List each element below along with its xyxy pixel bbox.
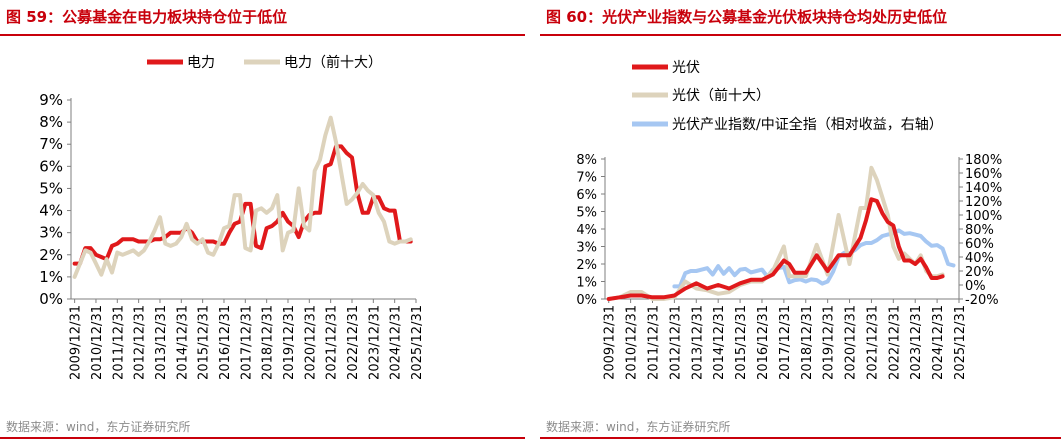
right-y2-tick-label: 120% (965, 195, 1002, 210)
right-series-line-2 (606, 165, 945, 301)
right-x-tick-label: 2019/12/31 (822, 305, 837, 380)
left-bottom-rule (0, 437, 525, 439)
left-x-tick-label: 2022/12/31 (346, 305, 361, 380)
left-y-tick-label: 1% (39, 268, 63, 286)
left-x-tick-label: 2014/12/31 (175, 305, 190, 380)
right-legend-label-2: 光伏（前十大） (672, 87, 770, 104)
left-x-tick-label: 2015/12/31 (197, 305, 212, 380)
right-series-line-3 (672, 228, 956, 289)
right-y-tick-label: 7% (576, 171, 597, 186)
right-x-tick-label: 2018/12/31 (800, 305, 815, 380)
left-legend-label-1: 电力 (187, 55, 215, 71)
right-x-tick-label: 2021/12/31 (865, 305, 880, 380)
left-source-note: 数据来源：wind，东方证券研究所 (6, 420, 191, 434)
left-x-tick-label: 2018/12/31 (261, 305, 276, 380)
right-y-tick-label: 5% (576, 206, 597, 221)
left-x-tick-label: 2016/12/31 (218, 305, 233, 380)
left-y-tick-label: 8% (39, 113, 63, 131)
right-figure-title: 图 60：光伏产业指数与公募基金光伏板块持仓均处历史低位 (546, 8, 948, 26)
right-x-tick-label: 2010/12/31 (625, 305, 640, 380)
right-y-tick-label: 1% (576, 276, 597, 291)
left-x-tick-label: 2010/12/31 (90, 305, 105, 380)
right-y2-tick-label: 180% (965, 153, 1002, 168)
left-y-tick-label: 2% (39, 246, 63, 264)
right-y2-tick-label: 0% (965, 279, 986, 294)
right-x-tick-label: 2023/12/31 (909, 305, 924, 380)
left-x-tick-label: 2011/12/31 (111, 305, 126, 380)
right-y2-tick-label: -20% (965, 293, 999, 308)
right-y2-tick-label: 40% (965, 251, 994, 266)
right-x-tick-label: 2024/12/31 (931, 305, 946, 380)
right-panel: 图 60：光伏产业指数与公募基金光伏板块持仓均处历史低位 0% 1% 2% 3% 4% 5… (540, 0, 1061, 447)
left-y-tick-label: 6% (39, 157, 63, 175)
left-y-tick-label: 3% (39, 224, 63, 242)
left-title-rule (0, 34, 525, 36)
right-chart: 0%1%2%3%4%5%6%7%8%-20%0%20%40%60%80%100%… (576, 60, 1002, 380)
right-x-tick-label: 2017/12/31 (778, 305, 793, 380)
right-x-tick-label: 2025/12/31 (953, 305, 968, 380)
right-y-tick-label: 0% (576, 293, 597, 308)
left-x-tick-label: 2025/12/31 (410, 305, 425, 380)
left-panel: 图 59：公募基金在电力板块持仓位于低位 0% 1% 2% 3% 4% 5% 6% 7% 8% 9… (0, 0, 525, 447)
right-y2-tick-label: 160% (965, 167, 1002, 182)
left-series-line-2 (72, 115, 413, 279)
left-y-tick-label: 0% (39, 290, 63, 308)
left-x-tick-label: 2021/12/31 (325, 305, 340, 380)
right-source-note: 数据来源：wind，东方证券研究所 (546, 420, 731, 434)
right-x-tick-label: 2011/12/31 (647, 305, 662, 380)
right-y2-tick-label: 80% (965, 223, 994, 238)
left-x-tick-label: 2023/12/31 (367, 305, 382, 380)
right-y-tick-label: 4% (576, 223, 597, 238)
right-x-tick-label: 2012/12/31 (668, 305, 683, 380)
left-y-tick-label: 7% (39, 135, 63, 153)
right-x-tick-label: 2016/12/31 (756, 305, 771, 380)
right-x-tick-label: 2020/12/31 (844, 305, 859, 380)
left-x-tick-label: 2017/12/31 (239, 305, 254, 380)
right-bottom-rule (540, 437, 1061, 439)
right-y-tick-label: 3% (576, 241, 597, 256)
left-x-tick-label: 2019/12/31 (282, 305, 297, 380)
right-x-tick-label: 2014/12/31 (712, 305, 727, 380)
left-x-tick-label: 2024/12/31 (389, 305, 404, 380)
right-legend-label-3: 光伏产业指数/中证全指（相对收益，右轴） (672, 116, 943, 133)
right-y2-tick-label: 100% (965, 209, 1002, 224)
left-figure-title: 图 59：公募基金在电力板块持仓位于低位 (6, 8, 288, 26)
right-y2-tick-label: 60% (965, 237, 994, 252)
right-y2-tick-label: 140% (965, 181, 1002, 196)
left-y-tick-label: 5% (39, 179, 63, 197)
left-x-tick-label: 2012/12/31 (133, 305, 148, 380)
right-title-rule (540, 34, 1061, 36)
right-y-tick-label: 8% (576, 153, 597, 168)
right-legend-label-1: 光伏 (672, 60, 700, 76)
right-y-tick-label: 2% (576, 258, 597, 273)
right-x-tick-label: 2022/12/31 (887, 305, 902, 380)
left-legend-label-2: 电力（前十大） (284, 54, 382, 71)
left-x-tick-label: 2013/12/31 (154, 305, 169, 380)
right-x-tick-label: 2009/12/31 (603, 305, 618, 380)
right-series-line-1 (606, 197, 945, 301)
right-x-tick-label: 2015/12/31 (734, 305, 749, 380)
left-y-tick-label: 4% (39, 202, 63, 220)
left-x-tick-label: 2020/12/31 (303, 305, 318, 380)
right-y2-tick-label: 20% (965, 265, 994, 280)
right-x-tick-label: 2013/12/31 (690, 305, 705, 380)
right-y-tick-label: 6% (576, 188, 597, 203)
left-x-tick-label: 2009/12/31 (69, 305, 84, 380)
left-y-tick-label: 9% (39, 91, 63, 109)
left-chart: 0% 1% 2% 3% 4% 5% 6% 7% 8% 9% 2009/12/31 2010/12/31… (39, 54, 425, 380)
